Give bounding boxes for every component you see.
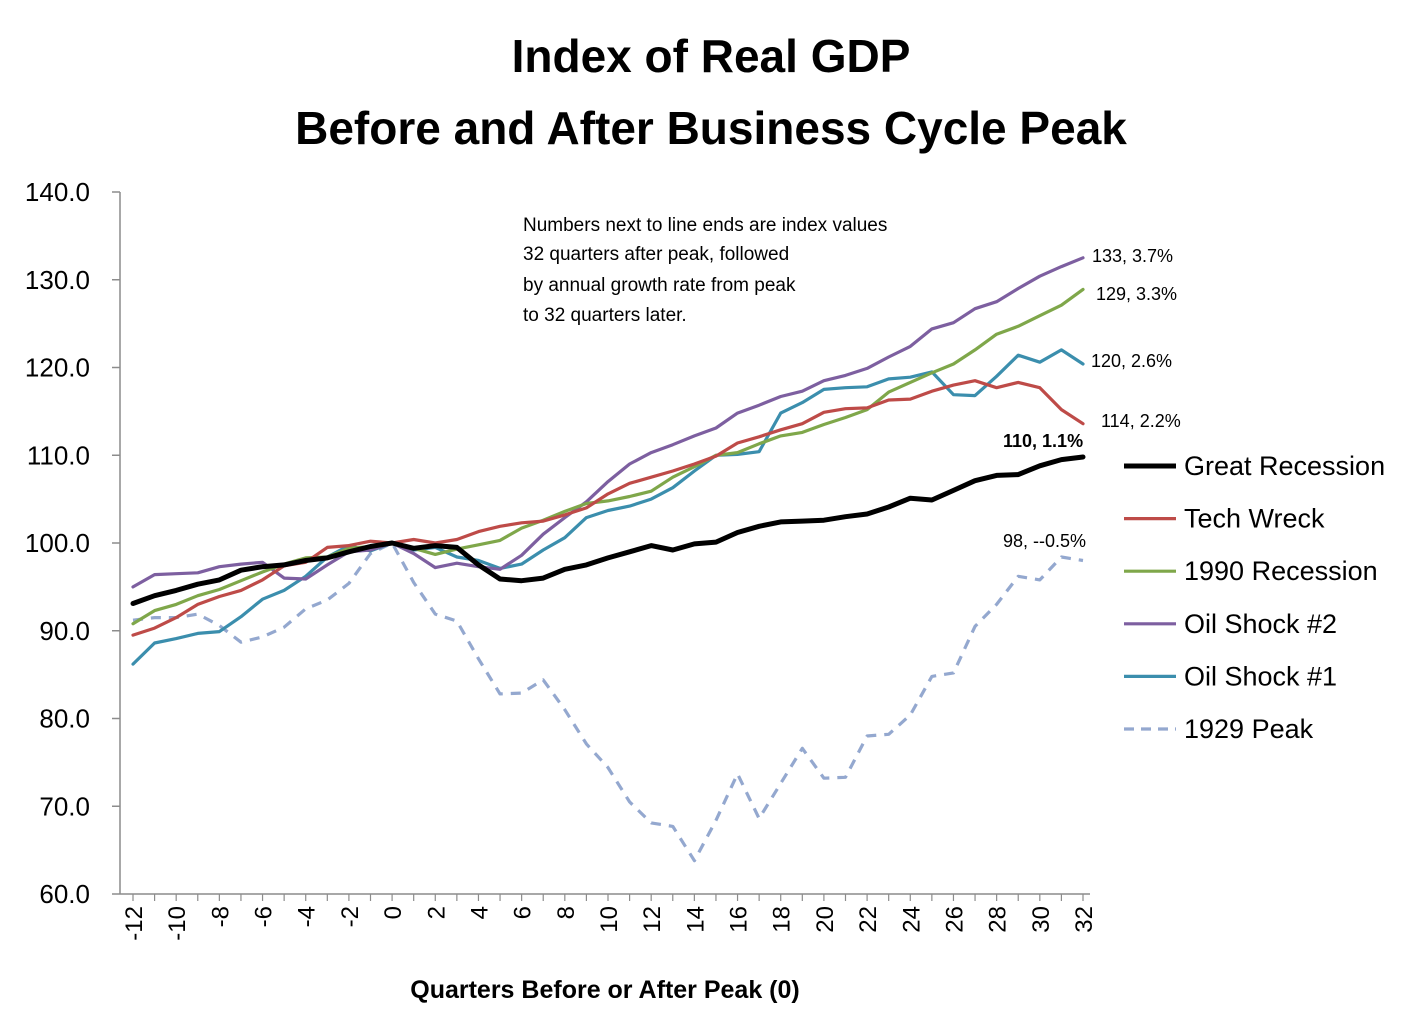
x-tick-label: 8 bbox=[553, 906, 580, 919]
x-tick-label: 0 bbox=[380, 906, 407, 919]
annotation-line: to 32 quarters later. bbox=[523, 305, 687, 326]
x-tick-label: -6 bbox=[251, 906, 278, 927]
x-tick-label: 14 bbox=[682, 906, 709, 933]
series-line-great-recession bbox=[130, 454, 1086, 606]
series-end-labels: 110, 1.1% 114, 2.2% 129, 3.3% 133, 3.7% 120,… bbox=[1003, 246, 1181, 551]
chart-subtitle: Before and After Business Cycle Peak bbox=[295, 102, 1127, 154]
x-tick-label: 4 bbox=[466, 906, 493, 919]
chart-legend: Great Recession Tech Wreck 1990 Recession O… bbox=[1124, 451, 1385, 744]
x-tick-label: -2 bbox=[337, 906, 364, 927]
legend-label: Oil Shock #2 bbox=[1184, 609, 1337, 639]
end-label: 120, 2.6% bbox=[1091, 351, 1172, 371]
plot-axes bbox=[119, 192, 1090, 895]
annotation-line: by annual growth rate from peak bbox=[523, 275, 796, 296]
series-lines bbox=[130, 256, 1086, 863]
legend-label: Great Recession bbox=[1184, 451, 1385, 481]
annotation-line: 32 quarters after peak, followed bbox=[523, 244, 789, 265]
x-tick-label: 28 bbox=[985, 906, 1012, 933]
series-line-oil-shock-2 bbox=[131, 256, 1085, 589]
x-tick-label: 6 bbox=[510, 906, 537, 919]
legend-label: Tech Wreck bbox=[1184, 504, 1325, 534]
chart-title: Index of Real GDP bbox=[512, 30, 911, 82]
x-tick-label: -4 bbox=[294, 906, 321, 927]
x-tick-label: 10 bbox=[596, 906, 623, 933]
legend-label: 1990 Recession bbox=[1184, 556, 1378, 586]
x-tick-label: 16 bbox=[726, 906, 753, 933]
end-label: 98, --0.5% bbox=[1003, 531, 1086, 551]
x-tick-label: 26 bbox=[941, 906, 968, 933]
y-tick-label: 90.0 bbox=[39, 616, 90, 646]
end-label: 133, 3.7% bbox=[1092, 246, 1173, 266]
y-tick-label: 130.0 bbox=[25, 265, 90, 295]
y-tick-label: 140.0 bbox=[25, 177, 90, 207]
end-label: 110, 1.1% bbox=[1003, 431, 1083, 451]
chart-annotation-note: Numbers next to line ends are index valu… bbox=[523, 215, 887, 326]
y-tick-label: 70.0 bbox=[39, 791, 90, 821]
legend-label: 1929 Peak bbox=[1184, 714, 1314, 744]
x-tick-label: 18 bbox=[769, 906, 796, 933]
annotation-line: Numbers next to line ends are index valu… bbox=[523, 215, 887, 236]
x-tick-label: 12 bbox=[639, 906, 666, 933]
x-tick-label: -10 bbox=[164, 906, 191, 941]
end-label: 129, 3.3% bbox=[1096, 284, 1177, 304]
end-label: 114, 2.2% bbox=[1101, 411, 1181, 431]
x-tick-label: 22 bbox=[855, 906, 882, 933]
y-tick-label: 100.0 bbox=[25, 528, 90, 558]
x-tick-label: 30 bbox=[1028, 906, 1055, 933]
legend-label: Oil Shock #1 bbox=[1184, 661, 1337, 691]
series-line-oil-shock-1 bbox=[131, 348, 1085, 666]
x-tick-label: -8 bbox=[207, 906, 234, 927]
series-line-tech-wreck bbox=[131, 379, 1085, 637]
y-tick-label: 60.0 bbox=[39, 879, 90, 909]
series-line-1929-peak bbox=[132, 541, 1084, 863]
y-tick-label: 80.0 bbox=[39, 704, 90, 734]
x-tick-label: 32 bbox=[1071, 906, 1098, 933]
y-axis-ticks: 60.0 70.0 80.0 90.0 100.0 110.0 120.0 130.0 140.… bbox=[25, 177, 120, 909]
x-tick-label: -12 bbox=[121, 906, 148, 941]
x-tick-label: 2 bbox=[423, 906, 450, 919]
x-axis-title: Quarters Before or After Peak (0) bbox=[410, 976, 799, 1004]
y-tick-label: 120.0 bbox=[25, 353, 90, 383]
x-tick-label: 20 bbox=[812, 906, 839, 933]
x-tick-label: 24 bbox=[898, 906, 925, 933]
x-axis-ticks: -12 -10 -8 -6 -4 -2 0 2 4 6 8 10 12 14 16 18 20 22 24 26 28 3… bbox=[121, 894, 1098, 941]
y-tick-label: 110.0 bbox=[27, 440, 90, 470]
